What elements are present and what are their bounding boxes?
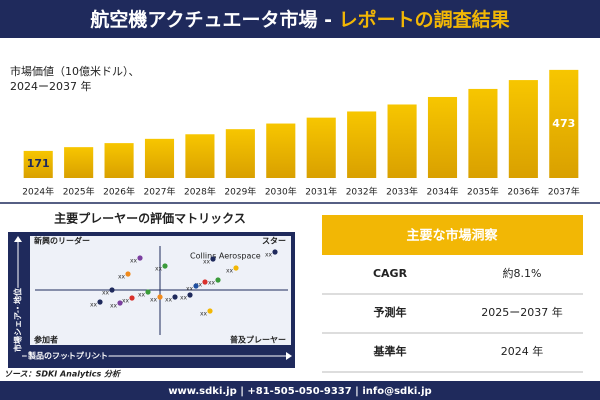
player-label: xx: [102, 290, 110, 297]
quadrant-label: スター: [262, 236, 286, 246]
player-dot: [125, 271, 131, 277]
quadrant-label: 新興のリーダー: [34, 236, 90, 246]
player-label: xx: [122, 298, 130, 305]
x-tick-label: 2028年: [184, 186, 216, 198]
bar: [23, 150, 53, 178]
bar: [144, 138, 175, 178]
x-tick-label: 2033年: [386, 186, 418, 198]
player-dot: [215, 277, 221, 283]
player-dot: [172, 294, 178, 300]
player-label: xx: [186, 286, 194, 293]
data-label: 171: [27, 157, 50, 170]
player-label: xx: [208, 280, 216, 287]
bar: [427, 96, 458, 178]
chart-subtitle: 市場価値（10億米ドル）、: [10, 64, 140, 78]
table-header: [322, 215, 583, 255]
player-dot: [207, 308, 213, 314]
player-dot: [210, 256, 216, 262]
x-tick-label: 2025年: [63, 186, 95, 198]
y-arrow-head: [14, 236, 22, 242]
player-label: xx: [155, 266, 163, 273]
bar: [468, 88, 498, 178]
player-label: xx: [265, 252, 273, 259]
player-label: xx: [195, 282, 203, 289]
x-tick-label: 2031年: [305, 186, 337, 198]
bar: [347, 111, 377, 178]
x-tick-label: 2024年: [22, 186, 54, 198]
player-dot: [109, 287, 115, 293]
header-bar: [0, 0, 600, 38]
player-dot: [272, 249, 278, 255]
x-arrow-head: [286, 352, 292, 360]
bar: [104, 143, 134, 178]
player-dot: [187, 292, 193, 298]
x-tick-label: 2037年: [548, 186, 580, 198]
title-main: 航空機アクチュエータ市場 -: [90, 8, 338, 31]
row-value: 2024 年: [501, 344, 544, 358]
player-label: xx: [150, 297, 158, 304]
x-tick-label: 2029年: [224, 186, 256, 198]
x-tick-label: 2036年: [507, 186, 539, 198]
y-label: 市場シェア・地位: [13, 288, 23, 352]
player-label: xx: [180, 295, 188, 302]
bar: [225, 129, 255, 178]
data-label: 473: [552, 117, 575, 130]
quadrant-label: 参加者: [33, 335, 58, 345]
quadrant-label: 普及プレーヤー: [230, 335, 286, 345]
table-title: 主要な市場洞察: [406, 228, 498, 244]
row-label: 基準年: [373, 344, 407, 358]
footer-bar: [0, 381, 600, 400]
player-dot: [129, 295, 135, 301]
bar: [306, 117, 336, 178]
player-dot: [117, 300, 123, 306]
x-label: 製品のフットプリント: [27, 351, 108, 361]
player-dot: [193, 283, 199, 289]
bar: [508, 80, 538, 178]
player-dot: [157, 294, 163, 300]
player-dot: [145, 289, 151, 295]
player-label: xx: [90, 302, 98, 309]
player-dot: [202, 279, 208, 285]
player-dot: [162, 263, 168, 269]
header-title: 航空機アクチュエータ市場 - レポートの調査結果: [90, 8, 509, 31]
player-dot: [233, 265, 239, 271]
bar: [64, 147, 94, 178]
x-tick-label: 2030年: [265, 186, 297, 198]
x-tick-label: 2027年: [144, 186, 176, 198]
row-value: 2025ー2037 年: [481, 305, 563, 319]
player-label: Collins Aerospace: [190, 252, 261, 261]
player-dot: [137, 255, 143, 261]
title-highlight: レポートの調査結果: [339, 8, 510, 31]
x-tick-label: 2026年: [103, 186, 135, 198]
matrix-title: 主要プレーヤーの評価マトリックス: [54, 211, 246, 226]
chart-subtitle: 2024ー2037 年: [10, 79, 92, 93]
bar: [266, 123, 296, 178]
row-label: 予測年: [374, 305, 407, 319]
row-value: 約8.1%: [503, 266, 542, 280]
player-label: xx: [200, 311, 208, 318]
player-dot: [97, 299, 103, 305]
player-label: xx: [165, 297, 173, 304]
player-label: xx: [130, 258, 138, 265]
row-label: CAGR: [373, 267, 408, 280]
bar: [549, 69, 579, 178]
x-tick-label: 2035年: [467, 186, 499, 198]
player-label: xx: [138, 292, 146, 299]
source: ソース：SDKI Analytics 分析: [4, 370, 122, 379]
player-label: xx: [226, 268, 234, 275]
footer: www.sdki.jp | +81-505-050-9337 | info@sd…: [168, 386, 431, 397]
bar: [387, 104, 417, 178]
player-label: xx: [203, 259, 211, 266]
player-label: xx: [110, 303, 118, 310]
bar: [185, 134, 215, 178]
player-label: xx: [118, 274, 126, 281]
x-tick-label: 2032年: [346, 186, 378, 198]
x-tick-label: 2034年: [427, 186, 459, 198]
